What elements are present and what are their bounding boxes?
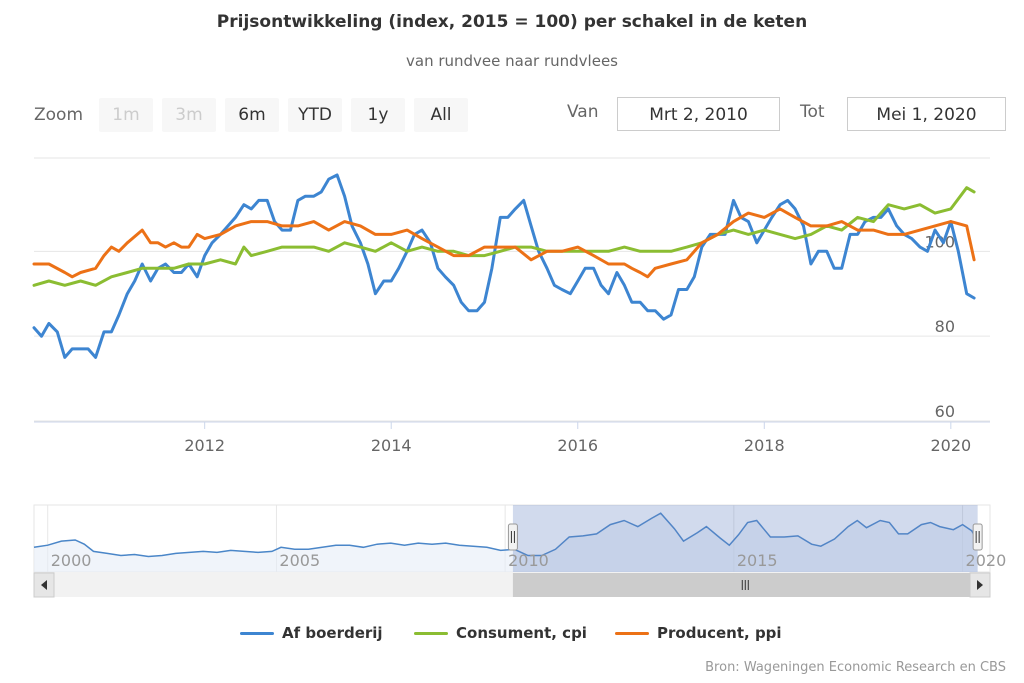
from-date-input[interactable]: Mrt 2, 2010 (617, 97, 780, 131)
zoom-6m-button[interactable]: 6m (225, 98, 279, 132)
scroll-left-button[interactable] (33, 572, 55, 598)
zoom-3m-button[interactable]: 3m (162, 98, 216, 132)
chart-subtitle: van rundvee naar rundvlees (406, 52, 618, 70)
legend-item-producent[interactable]: Producent, ppi (615, 624, 782, 644)
scrollbar[interactable] (33, 572, 991, 598)
zoom-1m-button[interactable]: 1m (99, 98, 153, 132)
x-tick-label: 2020 (930, 436, 971, 455)
x-tick-label: 2016 (557, 436, 598, 455)
navigator-area (34, 513, 978, 572)
series-line-af-boerderij (32, 173, 976, 359)
x-tick-label: 2012 (184, 436, 225, 455)
y-tick-label: 80 (935, 317, 955, 336)
navigator-line (33, 512, 979, 558)
handle-body (507, 523, 518, 551)
x-tick-label: 2014 (371, 436, 412, 455)
legend-line-symbol (615, 632, 649, 635)
navigator-tick-label: 2020 (966, 551, 1007, 570)
series-line-producent (32, 207, 976, 279)
chart-title: Prijsontwikkeling (index, 2015 = 100) pe… (216, 12, 808, 32)
credits-text: Bron: Wageningen Economic Research en CB… (705, 660, 1006, 675)
navigator-selection (512, 505, 978, 572)
arrow-right-icon (977, 580, 983, 590)
navigator-handle-right[interactable] (972, 523, 983, 551)
legend-line-symbol (414, 632, 448, 635)
legend-line-symbol (240, 632, 274, 635)
x-tick-label: 2018 (744, 436, 785, 455)
zoom-1y-button[interactable]: 1y (351, 98, 405, 132)
zoom-label: Zoom (34, 105, 84, 125)
legend-item-af-boerderij[interactable]: Af boerderij (240, 624, 383, 644)
navigator-tick-label: 2005 (279, 551, 320, 570)
navigator-handle-left[interactable] (507, 523, 518, 551)
legend-label: Consument, cpi (456, 624, 587, 642)
navigator-tick-label: 2015 (737, 551, 778, 570)
legend-label: Producent, ppi (657, 624, 782, 642)
navigator-tick-label: 2010 (508, 551, 549, 570)
from-label: Van (567, 102, 599, 122)
navigator-tick-label: 2000 (51, 551, 92, 570)
navigator: 2000 2005 2010 2015 2020 (33, 504, 1007, 573)
to-label: Tot (800, 102, 825, 122)
scroll-right-button[interactable] (969, 572, 991, 598)
legend-label: Af boerderij (282, 624, 383, 642)
series-line-consument (32, 186, 976, 287)
zoom-ytd-button[interactable]: YTD (288, 98, 342, 132)
legend-item-consument[interactable]: Consument, cpi (414, 624, 587, 644)
to-date-input[interactable]: Mei 1, 2020 (847, 97, 1006, 131)
zoom-all-button[interactable]: All (414, 98, 468, 132)
handle-body (972, 523, 983, 551)
y-tick-label: 60 (935, 402, 955, 421)
arrow-left-icon (41, 580, 47, 590)
